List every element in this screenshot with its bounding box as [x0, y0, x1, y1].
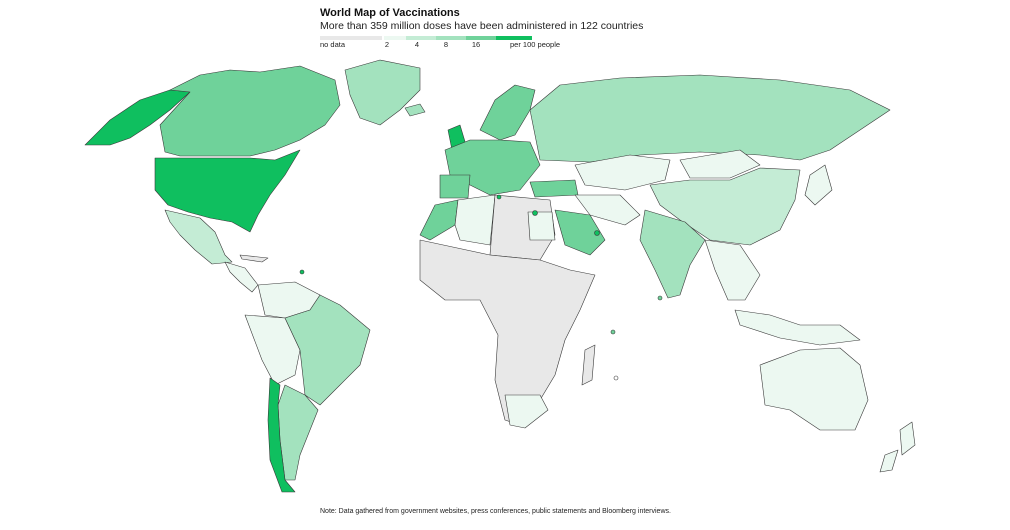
- legend-unit-label: per 100 people: [510, 40, 561, 49]
- region-iberia[interactable]: [439, 174, 471, 199]
- region-russia[interactable]: [529, 74, 891, 163]
- region-egypt[interactable]: [527, 211, 556, 241]
- marker-uae[interactable]: [594, 230, 600, 236]
- region-alaska[interactable]: [84, 89, 191, 146]
- region-middle-east[interactable]: [574, 194, 641, 226]
- region-greenland[interactable]: [344, 59, 421, 126]
- map-subtitle: More than 359 million doses have been ad…: [320, 20, 644, 32]
- legend-swatch-8-16: [466, 36, 496, 40]
- region-south-africa[interactable]: [504, 394, 549, 429]
- legend-swatch-no-data: [320, 36, 382, 40]
- region-north-africa[interactable]: [489, 194, 556, 261]
- legend-swatch-gt16: [496, 36, 532, 40]
- region-madagascar[interactable]: [581, 344, 596, 386]
- region-southeast-asia[interactable]: [704, 239, 761, 301]
- region-united-states[interactable]: [154, 149, 301, 233]
- marker-maldives[interactable]: [657, 295, 663, 301]
- region-china[interactable]: [649, 167, 801, 246]
- marker-malta[interactable]: [496, 194, 502, 200]
- region-saudi-arabia[interactable]: [554, 209, 606, 256]
- world-map: [84, 59, 916, 493]
- map-title: World Map of Vaccinations: [320, 7, 460, 19]
- source-note: Note: Data gathered from government webs…: [320, 508, 671, 515]
- region-australia[interactable]: [759, 347, 869, 431]
- region-mongolia[interactable]: [679, 149, 761, 179]
- region-morocco[interactable]: [419, 199, 459, 241]
- legend-swatch-4-8: [436, 36, 466, 40]
- region-cuba[interactable]: [239, 254, 269, 263]
- legend-no-data-label: no data: [320, 40, 346, 49]
- region-new-zealand-south[interactable]: [879, 449, 899, 473]
- region-turkey[interactable]: [529, 179, 579, 198]
- region-iceland[interactable]: [404, 103, 426, 117]
- region-japan[interactable]: [804, 164, 833, 206]
- legend-tick: 4: [414, 40, 420, 49]
- region-chile[interactable]: [267, 377, 296, 493]
- legend-tick: 16: [471, 40, 481, 49]
- region-scandinavia[interactable]: [479, 84, 536, 141]
- region-new-zealand[interactable]: [899, 421, 916, 456]
- region-india[interactable]: [639, 209, 706, 299]
- marker-israel[interactable]: [532, 210, 538, 216]
- region-canada[interactable]: [159, 65, 341, 157]
- marker-seychelles[interactable]: [610, 329, 616, 335]
- region-indonesia[interactable]: [734, 309, 861, 346]
- region-brazil[interactable]: [284, 294, 371, 406]
- color-legend: no data 2 4 8 16 per 100 people: [320, 34, 620, 54]
- legend-tick: 8: [443, 40, 449, 49]
- region-algeria[interactable]: [454, 194, 496, 246]
- legend-swatch-lt2: [384, 36, 406, 40]
- legend-tick: 2: [384, 40, 390, 49]
- region-central-america[interactable]: [224, 261, 259, 293]
- region-mexico[interactable]: [164, 209, 233, 265]
- marker-mauritius[interactable]: [613, 375, 619, 381]
- marker-barbados[interactable]: [299, 269, 305, 275]
- legend-swatch-2-4: [406, 36, 436, 40]
- region-kazakhstan[interactable]: [574, 154, 671, 191]
